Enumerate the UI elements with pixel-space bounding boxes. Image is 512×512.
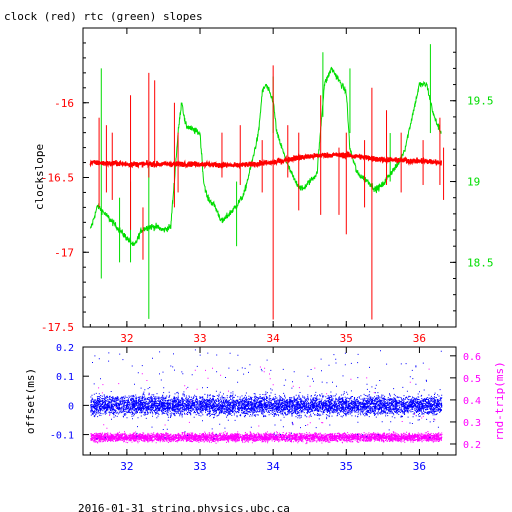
top-x-tick-label: 34 bbox=[267, 332, 281, 345]
bottom-x-tick-label: 33 bbox=[193, 460, 206, 473]
offset-series bbox=[90, 349, 443, 440]
bottom-y-tick-label: 0 bbox=[68, 401, 74, 412]
bottom-axis-ticks: 32 33 34 35 36 0.2 0.1 0 -0.1 0.6 0.5 0.4 0.3 0.2 bbox=[50, 343, 481, 473]
clock-series bbox=[89, 65, 445, 320]
chart-title: clock (red) rtc (green) slopes bbox=[4, 10, 203, 23]
top-y-tick-label: -16.5 bbox=[41, 172, 74, 185]
top-y2-tick-label: 18.5 bbox=[467, 256, 494, 269]
rnd-trip-points bbox=[90, 366, 443, 445]
offset-points bbox=[90, 349, 443, 440]
top-x-tick-label: 36 bbox=[413, 332, 426, 345]
bottom-panel: offset(ms) rnd-trip(ms) 32 33 34 35 36 0.2 0.1… bbox=[24, 343, 506, 473]
bottom-x-tick-label: 32 bbox=[120, 460, 133, 473]
bottom-y2-tick-label: 0.2 bbox=[463, 440, 481, 451]
rtc-series bbox=[89, 44, 442, 319]
top-y-axis-label: clockslope bbox=[33, 144, 46, 210]
bottom-y-tick-label: 0.2 bbox=[56, 343, 74, 354]
bottom-plot-frame bbox=[82, 346, 457, 456]
bottom-y-tick-label: -0.1 bbox=[50, 431, 74, 442]
top-panel: clockslope 32 33 34 35 36 -16 -16.5 -17 -17.5 19.… bbox=[33, 27, 494, 345]
bottom-y2-axis-label: rnd-trip(ms) bbox=[493, 361, 506, 440]
top-x-tick-label: 32 bbox=[120, 332, 133, 345]
top-axis-ticks: 32 33 34 35 36 -16 -16.5 -17 -17.5 19.5 19 18.5 bbox=[41, 28, 494, 345]
bottom-x-tick-label: 36 bbox=[413, 460, 426, 473]
top-y-tick-label: -17.5 bbox=[41, 321, 74, 334]
top-y2-tick-label: 19.5 bbox=[467, 95, 494, 108]
top-plot-frame bbox=[82, 27, 457, 328]
bottom-y-tick-label: 0.1 bbox=[56, 372, 74, 383]
top-x-tick-label: 35 bbox=[340, 332, 353, 345]
bottom-y2-tick-label: 0.3 bbox=[463, 418, 481, 429]
bottom-x-tick-label: 34 bbox=[267, 460, 281, 473]
clock-line bbox=[89, 150, 442, 170]
rnd-trip-series bbox=[90, 366, 443, 445]
footer-text: 2016-01-31 string.physics.ubc.ca bbox=[78, 502, 290, 512]
bottom-y2-tick-label: 0.5 bbox=[463, 374, 481, 385]
bottom-y-axis-label: offset(ms) bbox=[24, 368, 37, 434]
top-y-tick-label: -16 bbox=[54, 97, 74, 110]
bottom-y2-tick-label: 0.4 bbox=[463, 396, 481, 407]
bottom-y2-tick-label: 0.6 bbox=[463, 352, 481, 363]
bottom-x-tick-label: 35 bbox=[340, 460, 353, 473]
top-y-tick-label: -17 bbox=[54, 246, 74, 259]
top-x-tick-label: 33 bbox=[193, 332, 206, 345]
top-y2-tick-label: 19 bbox=[467, 176, 480, 189]
